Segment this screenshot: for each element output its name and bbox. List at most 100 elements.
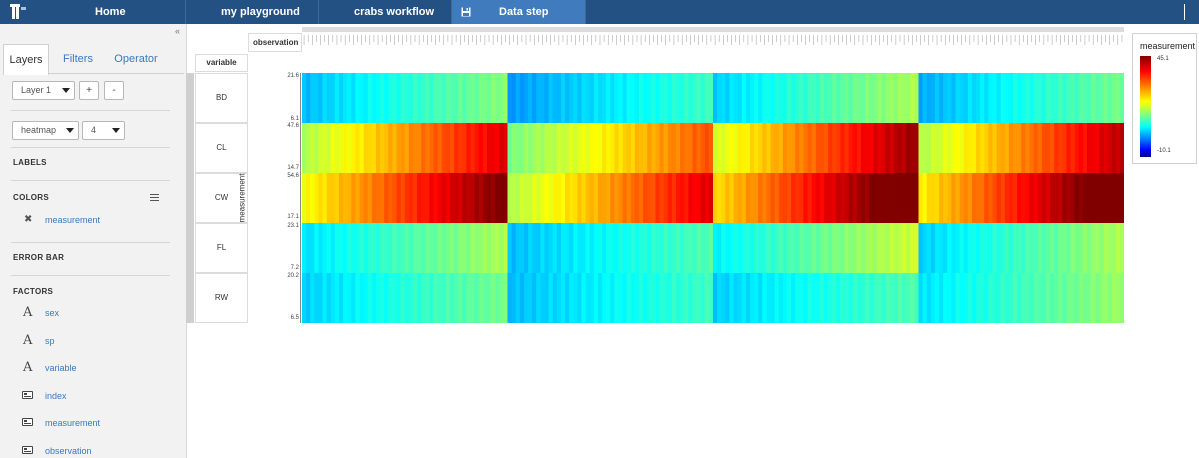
tab-data-step-label: Data step <box>499 6 549 18</box>
heatmap-cell <box>782 73 788 123</box>
divider <box>11 180 170 181</box>
heatmap-cell <box>881 123 887 173</box>
heatmap-cell <box>322 173 328 223</box>
menu-icon[interactable] <box>150 194 159 201</box>
heatmap-cell <box>1041 173 1047 223</box>
heatmap-cell <box>914 173 919 223</box>
heatmap-cell <box>786 173 792 223</box>
heatmap-cell <box>326 123 332 173</box>
heatmap-cell <box>593 273 599 323</box>
heatmap-cell <box>881 73 887 123</box>
observation-scroll-strip[interactable] <box>302 27 1124 32</box>
heatmap-cell <box>737 173 743 223</box>
heatmap[interactable] <box>302 73 1124 323</box>
heatmap-cell <box>708 173 714 223</box>
heatmap-cell <box>392 123 397 173</box>
heatmap-cell <box>1050 223 1055 273</box>
text-factor-icon: A <box>23 305 33 320</box>
heatmap-cell <box>643 123 648 173</box>
heatmap-cell <box>445 223 451 273</box>
heatmap-cell <box>425 123 430 173</box>
app-logo[interactable] <box>10 4 28 20</box>
heatmap-cell <box>926 223 932 273</box>
heatmap-cell <box>425 273 430 323</box>
heatmap-cell <box>392 273 397 323</box>
heatmap-cell <box>762 73 767 123</box>
heatmap-cell <box>318 173 323 223</box>
heatmap-cell <box>618 73 623 123</box>
remove-layer-button[interactable]: - <box>104 81 124 100</box>
heatmap-cell <box>1033 123 1039 173</box>
heatmap-cell <box>667 73 673 123</box>
tab-operator[interactable]: Operator <box>114 53 158 65</box>
heatmap-cell <box>754 73 759 123</box>
heatmap-cell <box>774 123 780 173</box>
heatmap-cell <box>885 123 891 173</box>
heatmap-cell <box>634 73 640 123</box>
heatmap-cell <box>840 223 845 273</box>
heatmap-cell <box>532 173 537 223</box>
heatmap-cell <box>334 123 340 173</box>
heatmap-cell <box>532 223 537 273</box>
heatmap-cell <box>548 123 554 173</box>
heatmap-cell <box>844 73 850 123</box>
heatmap-cell <box>749 173 755 223</box>
heatmap-cell <box>441 73 447 123</box>
tab-crabs-workflow[interactable]: crabs workflow <box>319 0 452 24</box>
add-layer-button[interactable]: + <box>79 81 99 100</box>
heatmap-cell <box>930 273 936 323</box>
heatmap-cell <box>786 123 792 173</box>
heatmap-cell <box>639 73 644 123</box>
heatmap-cell <box>318 123 323 173</box>
remove-icon[interactable]: ✖ <box>24 214 33 225</box>
chart-type-select[interactable]: heatmap <box>12 121 79 140</box>
heatmap-cell <box>943 173 948 223</box>
heatmap-cell <box>815 273 821 323</box>
heatmap-cell <box>828 123 833 173</box>
heatmap-cell <box>528 123 533 173</box>
heatmap-cell <box>762 123 767 173</box>
heatmap-cell <box>544 273 549 323</box>
heatmap-cell <box>963 173 969 223</box>
heatmap-cell <box>1037 123 1043 173</box>
heatmap-cell <box>610 123 615 173</box>
color-factor-link[interactable]: measurement <box>45 215 101 225</box>
heatmap-cell <box>762 173 767 223</box>
collapse-panel-button[interactable]: « <box>175 26 181 36</box>
heatmap-cell <box>893 173 899 223</box>
heatmap-cell <box>721 173 726 223</box>
heatmap-cell <box>967 123 973 173</box>
heatmap-cell <box>1041 273 1047 323</box>
heatmap-cell <box>597 173 603 223</box>
heatmap-cell <box>1025 73 1030 123</box>
heatmap-cell <box>774 273 780 323</box>
heatmap-cell <box>569 273 574 323</box>
heatmap-cell <box>503 123 508 173</box>
heatmap-cell <box>602 73 607 123</box>
tab-home[interactable]: Home <box>0 0 186 24</box>
tab-filters[interactable]: Filters <box>63 53 93 65</box>
heatmap-cell <box>984 223 989 273</box>
heatmap-cell <box>606 123 611 173</box>
heatmap-cell <box>836 123 841 173</box>
heatmap-cell <box>955 73 960 123</box>
heatmap-cell <box>943 123 948 173</box>
heatmap-cell <box>696 273 702 323</box>
heatmap-cell <box>971 223 977 273</box>
heatmap-cell <box>449 273 455 323</box>
heatmap-cell <box>392 73 397 123</box>
heatmap-cell <box>528 73 533 123</box>
tab-my-playground[interactable]: my playground <box>186 0 319 24</box>
heatmap-cell <box>334 273 340 323</box>
tab-data-step[interactable]: Data step <box>452 0 586 24</box>
heatmap-cell <box>897 223 903 273</box>
layer-select[interactable]: Layer 1 <box>12 81 75 100</box>
tab-layers[interactable]: Layers <box>3 44 49 75</box>
heatmap-cell <box>433 173 439 223</box>
heatmap-cell <box>630 123 636 173</box>
heatmap-cell <box>803 173 808 223</box>
heatmap-cell <box>704 73 710 123</box>
count-select[interactable]: 4 <box>82 121 125 140</box>
heatmap-cell <box>478 123 484 173</box>
chevron-down-icon <box>62 88 70 93</box>
